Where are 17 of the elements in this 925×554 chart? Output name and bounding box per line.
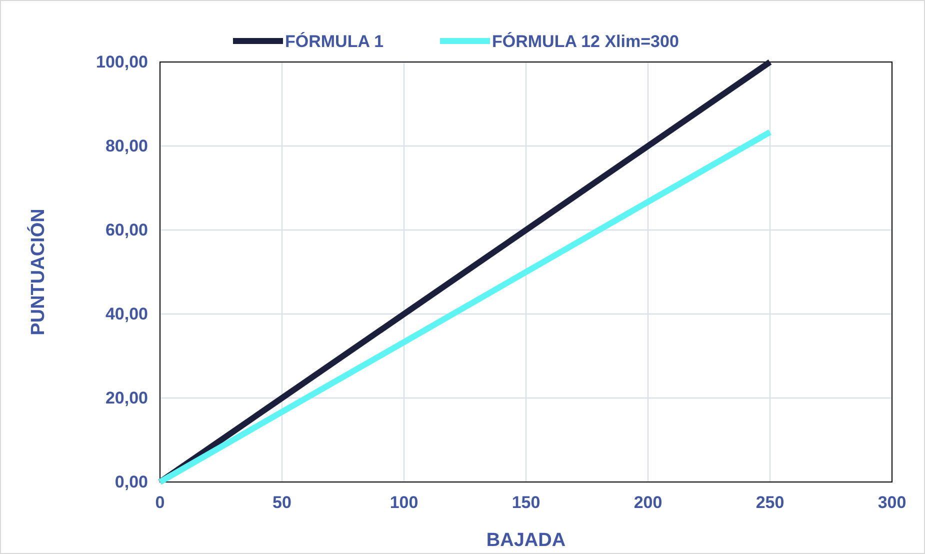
y-tick-label: 100,00 <box>96 52 148 72</box>
x-tick-label: 200 <box>634 493 662 512</box>
y-axis-title: PUNTUACIÓN <box>27 208 49 336</box>
x-tick-label: 250 <box>756 493 784 512</box>
y-tick-label: 80,00 <box>105 136 148 156</box>
x-tick-label: 300 <box>878 493 906 512</box>
y-tick-label: 20,00 <box>105 388 148 408</box>
x-tick-label: 0 <box>155 493 165 512</box>
x-tick-label: 50 <box>272 493 292 512</box>
x-tick-label: 150 <box>512 493 540 512</box>
x-tick-label: 100 <box>390 493 418 512</box>
y-tick-label: 40,00 <box>105 304 148 324</box>
y-tick-label: 0,00 <box>114 472 148 492</box>
legend-label: FÓRMULA 1 <box>285 31 384 51</box>
y-tick-label: 60,00 <box>105 220 148 240</box>
x-axis-title: BAJADA <box>486 530 566 551</box>
legend-label: FÓRMULA 12 Xlim=300 <box>492 31 679 51</box>
